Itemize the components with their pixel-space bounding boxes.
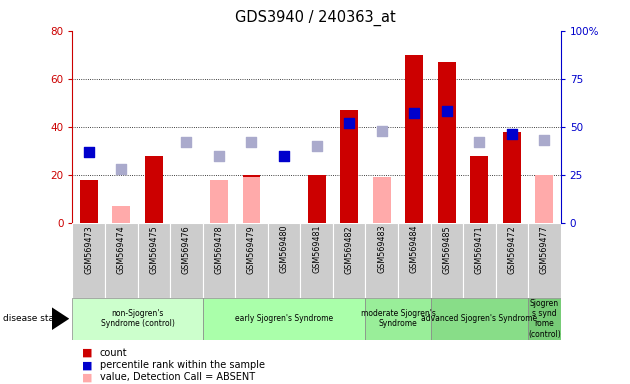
Bar [471,156,488,223]
Point [279,152,289,159]
Text: GSM569471: GSM569471 [475,225,484,273]
Bar [528,298,561,340]
Bar [438,62,455,223]
Bar [333,223,365,298]
Point [246,139,256,145]
Bar [243,175,260,223]
Bar [137,223,170,298]
Bar [112,206,130,223]
Point [474,139,484,145]
Text: GSM569476: GSM569476 [182,225,191,273]
Bar [203,223,235,298]
Text: count: count [100,348,127,358]
Text: ■: ■ [82,372,93,382]
Text: GSM569483: GSM569483 [377,225,386,273]
Bar [405,55,423,223]
Text: disease state: disease state [3,314,64,323]
Bar [210,180,228,223]
Text: early Sjogren's Syndrome: early Sjogren's Syndrome [235,314,333,323]
Text: Sjogren
s synd
rome
(control): Sjogren s synd rome (control) [528,299,561,339]
Bar [203,298,365,340]
Bar [301,223,333,298]
Bar [340,110,358,223]
Text: value, Detection Call = ABSENT: value, Detection Call = ABSENT [100,372,255,382]
Text: GSM569478: GSM569478 [214,225,224,273]
Text: GSM569482: GSM569482 [345,225,353,273]
Point [442,108,452,114]
Text: advanced Sjogren's Syndrome: advanced Sjogren's Syndrome [421,314,537,323]
Bar [170,223,203,298]
Bar [72,223,105,298]
Bar [365,223,398,298]
Text: ■: ■ [82,360,93,370]
Bar [80,180,98,223]
Text: non-Sjogren's
Syndrome (control): non-Sjogren's Syndrome (control) [101,309,175,328]
Point [377,127,387,134]
Point [214,152,224,159]
Text: GSM569484: GSM569484 [410,225,419,273]
Bar [72,298,203,340]
Text: moderate Sjogren's
Syndrome: moderate Sjogren's Syndrome [360,309,435,328]
Text: GSM569485: GSM569485 [442,225,451,273]
Bar [398,223,430,298]
Polygon shape [52,307,69,330]
Point [539,137,549,143]
Bar [536,175,553,223]
Text: GSM569474: GSM569474 [117,225,126,273]
Bar [268,223,301,298]
Point [84,149,94,155]
Point [116,166,126,172]
Text: GSM569473: GSM569473 [84,225,93,273]
Text: GDS3940 / 240363_at: GDS3940 / 240363_at [234,10,396,26]
Bar [528,223,561,298]
Text: percentile rank within the sample: percentile rank within the sample [100,360,265,370]
Text: GSM569472: GSM569472 [507,225,517,274]
Text: GSM569477: GSM569477 [540,225,549,274]
Bar [307,175,326,223]
Bar [463,223,496,298]
Text: GSM569475: GSM569475 [149,225,158,274]
Bar [496,223,528,298]
Bar [243,177,260,223]
Point [344,120,354,126]
Text: GSM569479: GSM569479 [247,225,256,274]
Bar [365,298,430,340]
Bar [235,223,268,298]
Bar [430,298,528,340]
Bar [105,223,137,298]
Point [507,131,517,137]
Bar [373,177,391,223]
Point [181,139,192,145]
Point [410,110,420,116]
Point [312,143,322,149]
Bar [503,131,521,223]
Text: GSM569481: GSM569481 [312,225,321,273]
Text: ■: ■ [82,348,93,358]
Bar [145,156,163,223]
Text: GSM569480: GSM569480 [280,225,289,273]
Bar [430,223,463,298]
